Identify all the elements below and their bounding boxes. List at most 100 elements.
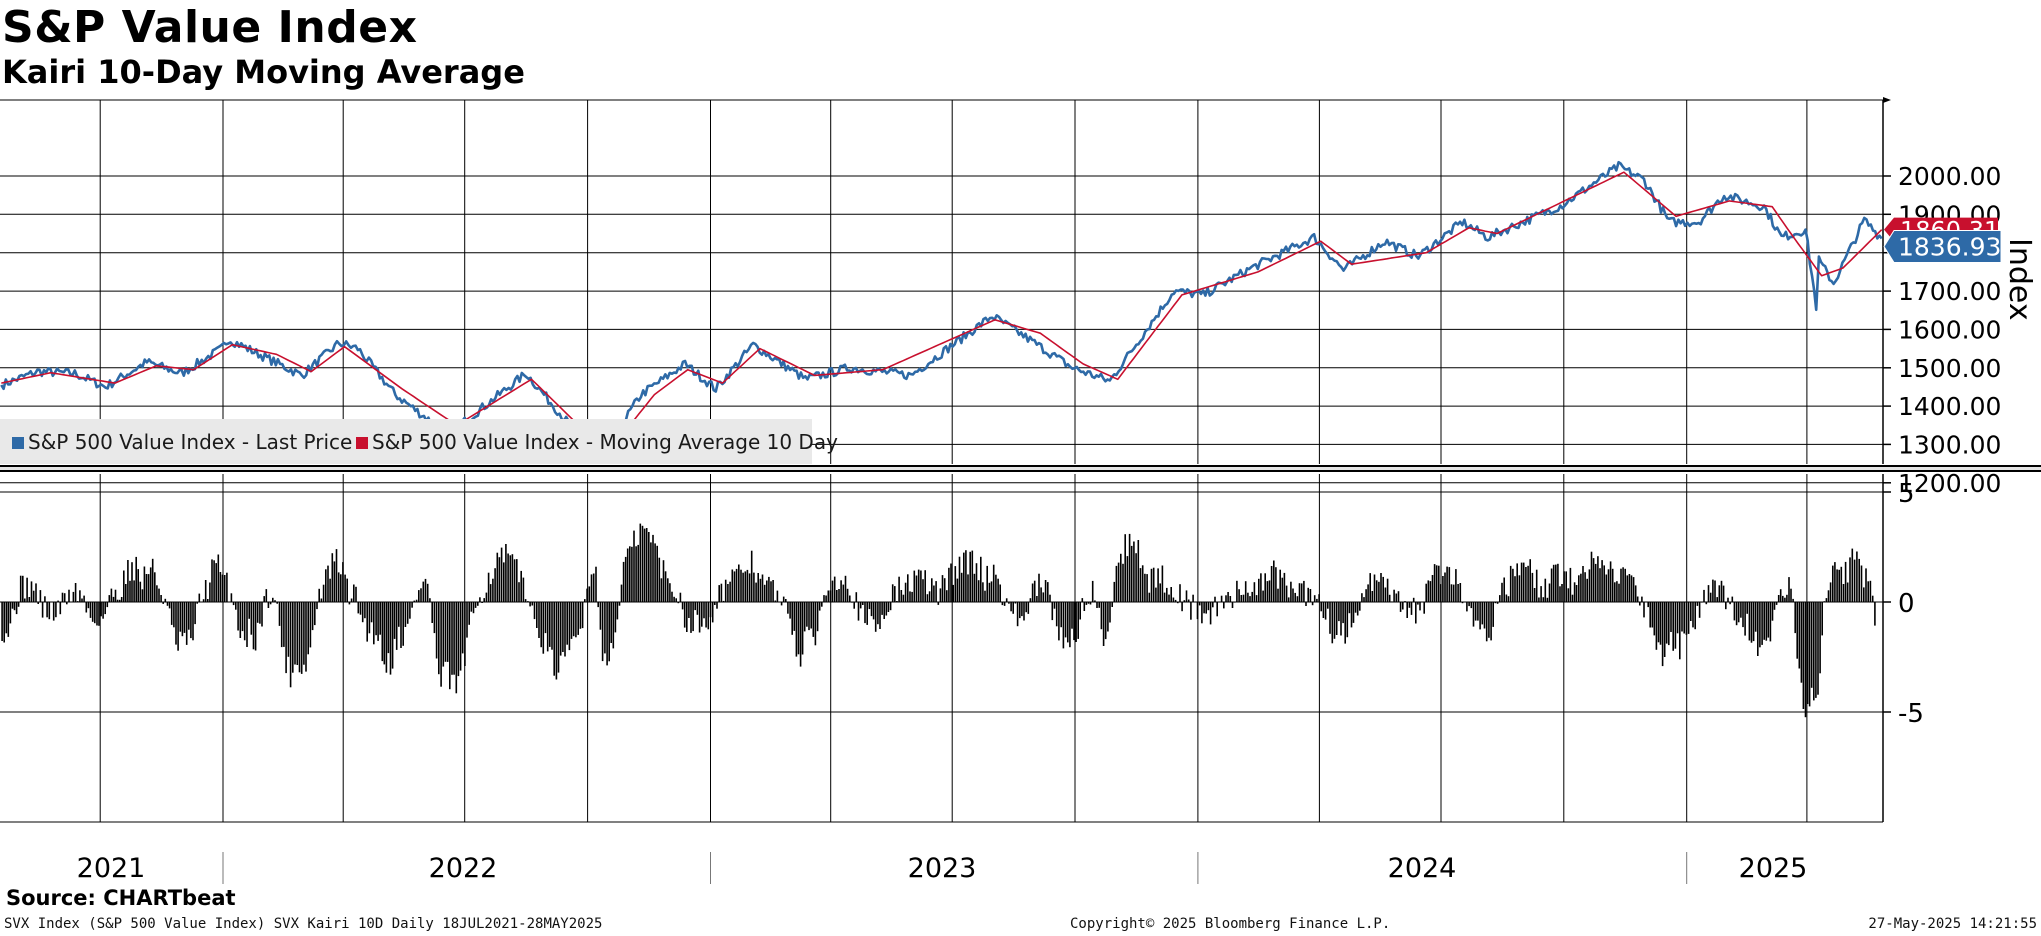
legend-swatch-moving-average xyxy=(356,437,368,449)
x-tick-label-year: 2022 xyxy=(429,853,498,884)
legend-label-moving-average: S&P 500 Value Index - Moving Average 10 … xyxy=(372,430,838,454)
kairi-bar xyxy=(318,588,320,602)
kairi-bar xyxy=(750,550,753,602)
kairi-bar xyxy=(963,552,965,602)
kairi-bar xyxy=(1790,588,1792,602)
kairi-bar xyxy=(59,602,62,615)
kairi-bar xyxy=(902,594,905,602)
kairi-bar xyxy=(612,602,615,649)
kairi-bar xyxy=(158,588,160,602)
kairi-bar xyxy=(170,602,173,625)
kairi-bar xyxy=(1563,571,1565,602)
kairi-bar xyxy=(239,602,242,638)
kairi-bar xyxy=(252,602,255,650)
kairi-bar xyxy=(686,602,688,632)
kairi-bar xyxy=(950,563,952,602)
kairi-bar xyxy=(729,581,731,602)
kairi-bar xyxy=(692,602,694,632)
kairi-bar xyxy=(1161,565,1164,602)
kairi-bar xyxy=(1767,602,1770,638)
kairi-bar xyxy=(294,602,296,665)
kairi-bar xyxy=(1712,579,1714,602)
legend-item-last-price: S&P 500 Value Index - Last Price xyxy=(12,419,352,464)
kairi-bar xyxy=(325,569,327,602)
kairi-bar xyxy=(269,602,272,605)
kairi-bar xyxy=(748,573,751,602)
kairi-bar xyxy=(211,559,213,602)
kairi-bar xyxy=(498,557,501,602)
kairi-bar xyxy=(643,528,646,602)
kairi-bar xyxy=(1316,598,1318,602)
kairi-bar xyxy=(703,602,705,619)
kairi-bar xyxy=(648,532,650,602)
kairi-bar xyxy=(1425,583,1427,602)
y-tick-label: 1400.00 xyxy=(1898,392,2001,421)
kairi-bar xyxy=(1198,602,1201,606)
kairi-bar xyxy=(63,593,66,602)
kairi-bar xyxy=(141,589,144,602)
kairi-bar xyxy=(1412,597,1415,602)
kairi-bar xyxy=(1655,602,1658,650)
kairi-bar xyxy=(1139,568,1142,602)
kairi-bar xyxy=(1333,602,1336,639)
kairi-bar xyxy=(1071,602,1073,629)
kairi-bar xyxy=(5,602,8,634)
kairi-bar xyxy=(1107,602,1109,632)
kairi-bar xyxy=(1522,562,1525,602)
kairi-bar xyxy=(162,602,164,604)
kairi-bar xyxy=(1438,565,1440,602)
kairi-bar xyxy=(409,602,411,619)
kairi-bar xyxy=(1707,585,1710,602)
kairi-bar xyxy=(572,602,575,637)
kairi-bar xyxy=(1100,602,1103,630)
kairi-bar xyxy=(1461,602,1464,604)
kairi-bar xyxy=(1258,578,1260,602)
kairi-bar xyxy=(11,602,14,609)
kairi-bar xyxy=(1722,585,1725,602)
kairi-bar xyxy=(829,590,832,602)
kairi-bar xyxy=(461,602,464,654)
kairi-bar xyxy=(553,602,555,676)
kairi-bar xyxy=(671,591,673,602)
kairi-bar xyxy=(221,574,224,602)
kairi-bar xyxy=(145,574,148,602)
kairi-bar xyxy=(1647,602,1649,608)
kairi-bar xyxy=(1285,585,1288,602)
kairi-bar xyxy=(1036,596,1038,602)
kairi-bar xyxy=(98,602,100,626)
kairi-bar xyxy=(1027,602,1030,614)
kairi-bar xyxy=(577,602,579,635)
kairi-bar xyxy=(267,602,270,608)
kairi-bar xyxy=(1363,597,1365,602)
kairi-bar xyxy=(259,602,261,624)
kairi-bar xyxy=(1696,602,1699,606)
kairi-bar xyxy=(274,600,276,602)
kairi-bar xyxy=(1141,565,1144,602)
kairi-bar xyxy=(844,575,847,602)
kairi-bar xyxy=(183,602,186,633)
kairi-bar xyxy=(133,580,135,602)
kairi-bar xyxy=(1742,602,1744,628)
kairi-bar xyxy=(329,578,331,602)
kairi-bar xyxy=(818,602,821,611)
kairi-bar xyxy=(1205,602,1207,614)
kairi-bar xyxy=(322,584,325,602)
kairi-bar xyxy=(1580,573,1582,602)
kairi-bar xyxy=(909,591,911,602)
kairi-bar xyxy=(316,602,318,610)
kairi-bar xyxy=(215,563,217,602)
kairi-bar xyxy=(808,602,810,631)
kairi-bar xyxy=(127,560,129,602)
kairi-bar xyxy=(327,565,329,602)
kairi-bar xyxy=(66,602,68,605)
kairi-bar xyxy=(346,578,348,602)
kairi-bar xyxy=(679,592,682,602)
kairi-bar xyxy=(468,602,470,625)
kairi-bar xyxy=(840,580,842,602)
kairi-bar xyxy=(156,585,158,602)
kairi-bar xyxy=(1260,573,1262,602)
kairi-bar xyxy=(608,602,610,662)
kairi-bar xyxy=(100,602,102,617)
kairi-bar xyxy=(453,602,455,675)
y-tick-label: 2000.00 xyxy=(1898,162,2001,191)
